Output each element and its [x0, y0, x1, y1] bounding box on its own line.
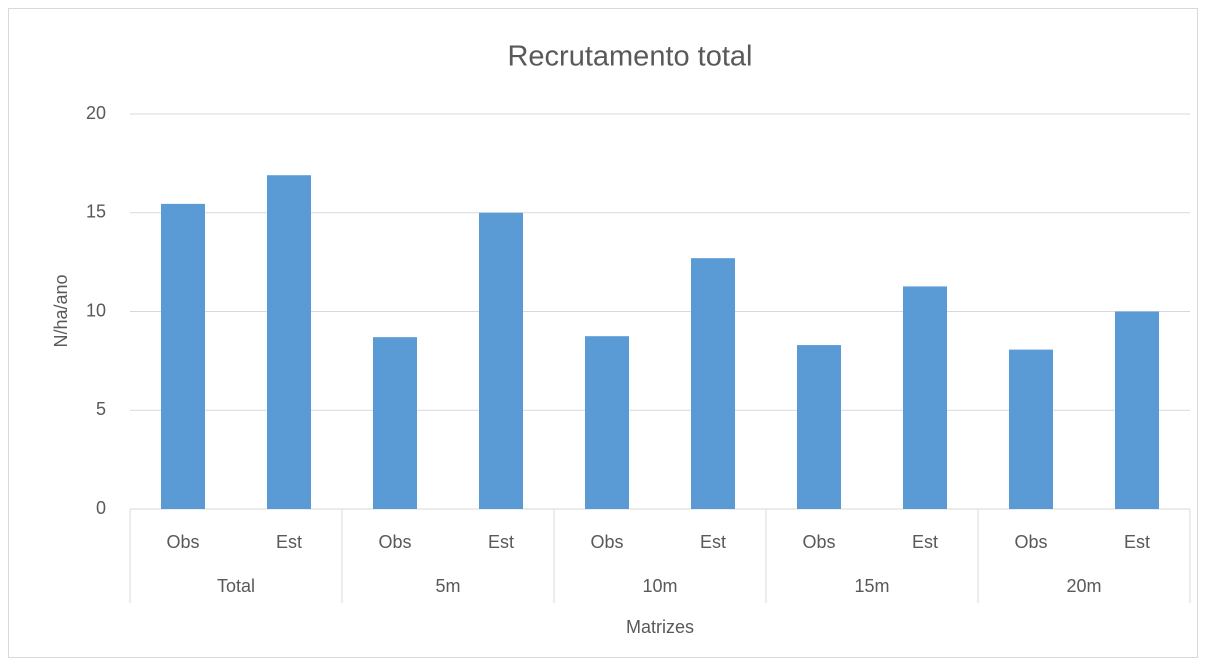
bar	[1009, 349, 1053, 509]
chart-title: Recrutamento total	[507, 41, 752, 73]
x-tick-label: Est	[912, 532, 938, 552]
y-tick-label: 10	[86, 300, 106, 320]
x-tick-label: Est	[488, 532, 514, 552]
x-tick-label: Obs	[1014, 532, 1047, 552]
group-label: 15m	[854, 576, 889, 596]
bar	[691, 258, 735, 509]
bar	[585, 336, 629, 509]
y-tick-label: 15	[86, 202, 106, 222]
x-tick-label: Obs	[378, 532, 411, 552]
x-tick-label: Obs	[166, 532, 199, 552]
chart-border	[8, 8, 1198, 658]
x-axis-title: Matrizes	[626, 617, 694, 637]
bar	[373, 337, 417, 509]
bar	[267, 175, 311, 509]
y-tick-label: 5	[96, 399, 106, 419]
bar	[161, 203, 205, 510]
bar	[797, 345, 841, 509]
bar	[1115, 311, 1159, 509]
group-label: 20m	[1066, 576, 1101, 596]
y-tick-label: 0	[96, 498, 106, 518]
group-label: 10m	[642, 576, 677, 596]
bar	[479, 212, 523, 509]
y-tick-label: 20	[86, 103, 106, 123]
y-axis-title: N/ha/ano	[51, 274, 71, 347]
group-label: Total	[217, 576, 255, 596]
x-tick-label: Obs	[802, 532, 835, 552]
x-tick-label: Est	[276, 532, 302, 552]
bar	[903, 286, 947, 509]
x-tick-label: Est	[1124, 532, 1150, 552]
group-label: 5m	[435, 576, 460, 596]
x-tick-label: Obs	[590, 532, 623, 552]
x-tick-label: Est	[700, 532, 726, 552]
